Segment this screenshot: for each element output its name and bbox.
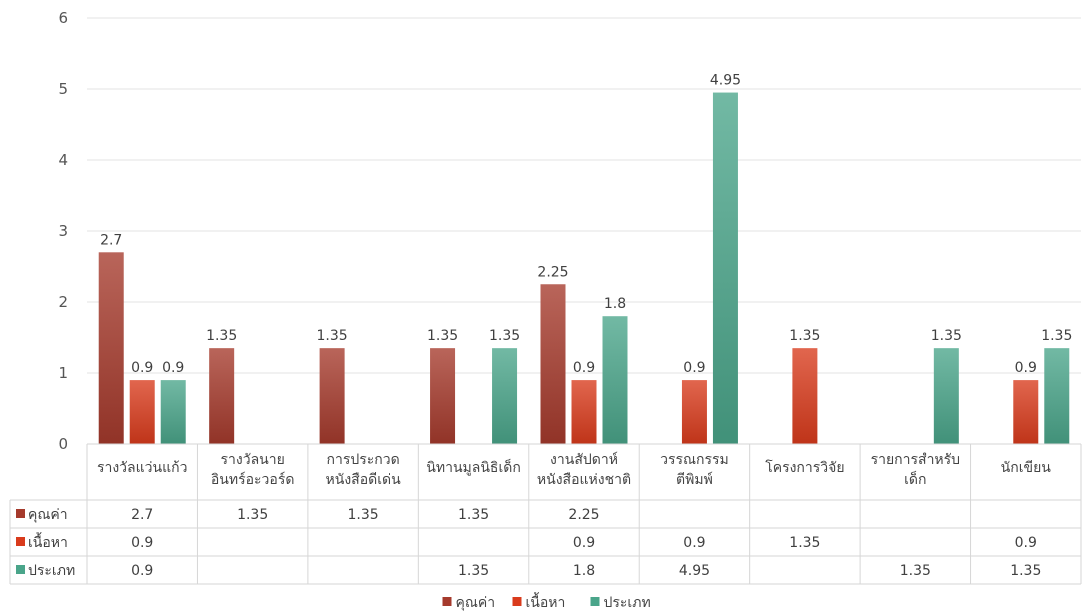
x-tick-label: รางวัลแว่นแก้ว [97, 460, 187, 476]
y-tick-label: 6 [58, 9, 68, 27]
x-tick-label: โครงการวิจัย [765, 459, 844, 476]
table-legend-key [16, 509, 25, 518]
table-legend-key [16, 565, 25, 574]
table-cell: 1.35 [1010, 563, 1041, 579]
x-tick-label: หนังสือดีเด่น [326, 472, 402, 488]
y-tick-label: 4 [58, 151, 68, 169]
legend-key [590, 597, 600, 606]
bar [1013, 380, 1039, 444]
y-tick-label: 2 [58, 293, 68, 311]
data-label: 2.25 [537, 264, 568, 280]
data-labels: 2.70.9 0.91.35 1.35 1.35 1.352.250.91.80.94.… [100, 73, 1072, 377]
table-cell: 2.25 [568, 507, 599, 523]
table-legend-key [16, 537, 25, 546]
bars [98, 92, 1070, 445]
x-tick-label: การประกวด [327, 452, 400, 468]
table-cell: 0.9 [131, 563, 153, 579]
bar [98, 252, 124, 444]
y-tick-label: 5 [58, 80, 68, 98]
data-label: 1.35 [427, 328, 458, 344]
data-label: 1.35 [489, 328, 520, 344]
bar [792, 348, 818, 444]
table-cell: 0.9 [573, 535, 595, 551]
table-cell: 0.9 [1015, 535, 1037, 551]
x-tick-label: รายการสำหรับ [871, 452, 960, 468]
legend-key [512, 597, 522, 606]
data-label: 1.35 [1041, 328, 1072, 344]
legend-label: คุณค่า [456, 595, 496, 611]
table-row-label: คุณค่า [28, 507, 68, 523]
bar [540, 284, 566, 444]
x-tick-label: งานสัปดาห์ [550, 451, 618, 468]
x-tick-label: รางวัลนาย [221, 452, 285, 468]
table-cell: 1.35 [458, 563, 489, 579]
bar [129, 380, 155, 444]
table-cell: 1.35 [789, 535, 820, 551]
table-cell: 1.35 [458, 507, 489, 523]
data-label: 2.7 [100, 232, 122, 248]
bar [319, 348, 345, 444]
bar [681, 380, 707, 444]
data-label: 1.8 [604, 296, 626, 312]
legend: คุณค่า เนื้อหา ประเภท [442, 592, 651, 611]
data-label: 0.9 [573, 360, 595, 376]
x-tick-label: นักเขียน [1001, 460, 1052, 476]
legend-label: ประเภท [604, 595, 651, 611]
table-cell: 1.35 [348, 507, 379, 523]
x-tick-label: ตีพิมพ์ [676, 471, 713, 488]
legend-label: เนื้อหา [526, 592, 566, 611]
legend-key [442, 597, 452, 606]
x-tick-label: วรรณกรรม [660, 452, 729, 468]
table-row-label: ประเภท [28, 563, 75, 579]
table-cell: 0.9 [683, 535, 705, 551]
data-label: 1.35 [317, 328, 348, 344]
bar [492, 348, 518, 444]
table-cell: 1.35 [237, 507, 268, 523]
x-tick-label: เด็ก [904, 470, 926, 488]
data-label: 1.35 [931, 328, 962, 344]
data-label: 0.9 [131, 360, 153, 376]
bar [1044, 348, 1070, 444]
data-label: 1.35 [789, 328, 820, 344]
table-cell: 2.7 [131, 507, 153, 523]
x-tick-label: หนังสือแห่งชาติ [537, 472, 631, 488]
table-cell: 4.95 [679, 563, 710, 579]
bar [209, 348, 235, 444]
table-cell: 1.35 [900, 563, 931, 579]
table-row-label: เนื้อหา [28, 532, 68, 551]
x-tick-label: นิทานมูลนิธิเด็ก [426, 458, 521, 476]
table-cell: 0.9 [131, 535, 153, 551]
bar [571, 380, 597, 444]
data-label: 0.9 [1015, 360, 1037, 376]
y-tick-label: 3 [58, 222, 68, 240]
y-tick-label: 1 [58, 364, 68, 382]
x-tick-label: อินทร์อะวอร์ด [211, 471, 295, 488]
data-label: 0.9 [162, 360, 184, 376]
gridlines [87, 17, 1081, 445]
bar [712, 92, 738, 445]
bar [933, 348, 959, 444]
y-axis-ticks: 0 1 2 3 4 5 6 [58, 9, 68, 453]
bar [160, 380, 186, 444]
bar [602, 316, 628, 444]
bar [430, 348, 456, 444]
data-label: 4.95 [710, 73, 741, 89]
data-label: 0.9 [683, 360, 705, 376]
data-label: 1.35 [206, 328, 237, 344]
y-tick-label: 0 [58, 435, 68, 453]
table-cell: 1.8 [573, 563, 595, 579]
